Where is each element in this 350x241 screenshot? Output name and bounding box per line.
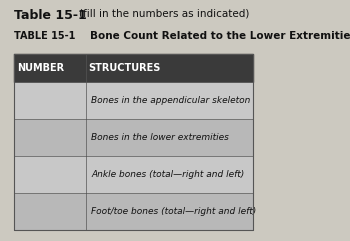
Bar — [14, 156, 253, 193]
Text: STRUCTURES: STRUCTURES — [89, 63, 161, 73]
Text: (fill in the numbers as indicated): (fill in the numbers as indicated) — [79, 8, 250, 19]
Text: Bones in the lower extremities: Bones in the lower extremities — [91, 133, 229, 142]
Text: NUMBER: NUMBER — [17, 63, 64, 73]
Text: TABLE 15-1: TABLE 15-1 — [14, 31, 76, 41]
Text: Ankle bones (total—right and left): Ankle bones (total—right and left) — [91, 170, 244, 179]
Text: Bones in the appendicular skeleton: Bones in the appendicular skeleton — [91, 96, 251, 105]
Bar — [14, 119, 253, 156]
Bar — [14, 54, 253, 82]
Text: Bone Count Related to the Lower Extremities: Bone Count Related to the Lower Extremit… — [90, 31, 350, 41]
Text: Table 15-1: Table 15-1 — [14, 8, 87, 21]
Bar — [14, 82, 253, 119]
Bar — [14, 193, 253, 230]
Text: Foot/toe bones (total—right and left): Foot/toe bones (total—right and left) — [91, 207, 257, 216]
